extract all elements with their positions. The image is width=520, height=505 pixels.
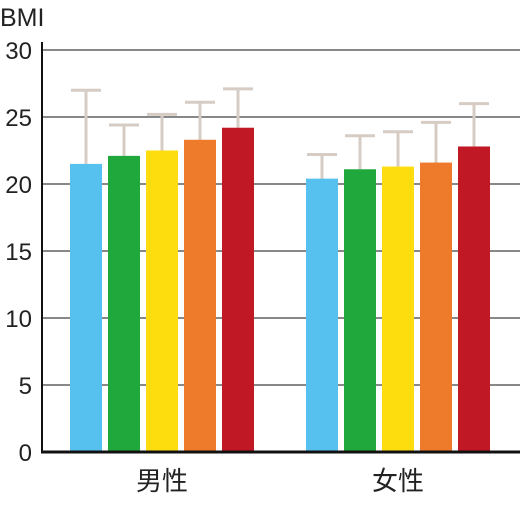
y-tick-label-5: 5	[19, 373, 32, 400]
bar-0-1	[108, 155, 140, 453]
bar-0-4	[222, 127, 254, 452]
x-category-label-1: 女性	[372, 467, 424, 497]
y-tick-label-10: 10	[5, 306, 32, 333]
y-tick-label-30: 30	[5, 38, 32, 65]
bar-1-1	[344, 169, 376, 452]
bar-1-0	[306, 178, 338, 452]
bar-0-3	[184, 139, 216, 452]
y-tick-label-25: 25	[5, 105, 32, 132]
y-tick-label-0: 0	[19, 440, 32, 467]
y-tick-label-20: 20	[5, 172, 32, 199]
bar-0-2	[146, 150, 178, 452]
bar-1-2	[382, 166, 414, 452]
y-tick-label-15: 15	[5, 239, 32, 266]
x-category-label-0: 男性	[136, 467, 188, 497]
bar-0-0	[70, 163, 102, 452]
bar-1-3	[420, 162, 452, 452]
y-axis-title: BMI	[0, 4, 44, 32]
bar-1-4	[458, 146, 490, 453]
